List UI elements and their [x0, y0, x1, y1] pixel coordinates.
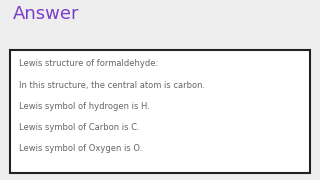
Text: Lewis symbol of Carbon is C.: Lewis symbol of Carbon is C. — [19, 123, 140, 132]
Text: In this structure, the central atom is carbon.: In this structure, the central atom is c… — [19, 81, 205, 90]
Text: Lewis symbol of Oxygen is O.: Lewis symbol of Oxygen is O. — [19, 144, 142, 153]
Text: Answer: Answer — [13, 5, 79, 23]
Text: Lewis structure of formaldehyde:: Lewis structure of formaldehyde: — [19, 59, 158, 68]
Text: Lewis symbol of hydrogen is H.: Lewis symbol of hydrogen is H. — [19, 102, 150, 111]
FancyBboxPatch shape — [10, 50, 310, 173]
